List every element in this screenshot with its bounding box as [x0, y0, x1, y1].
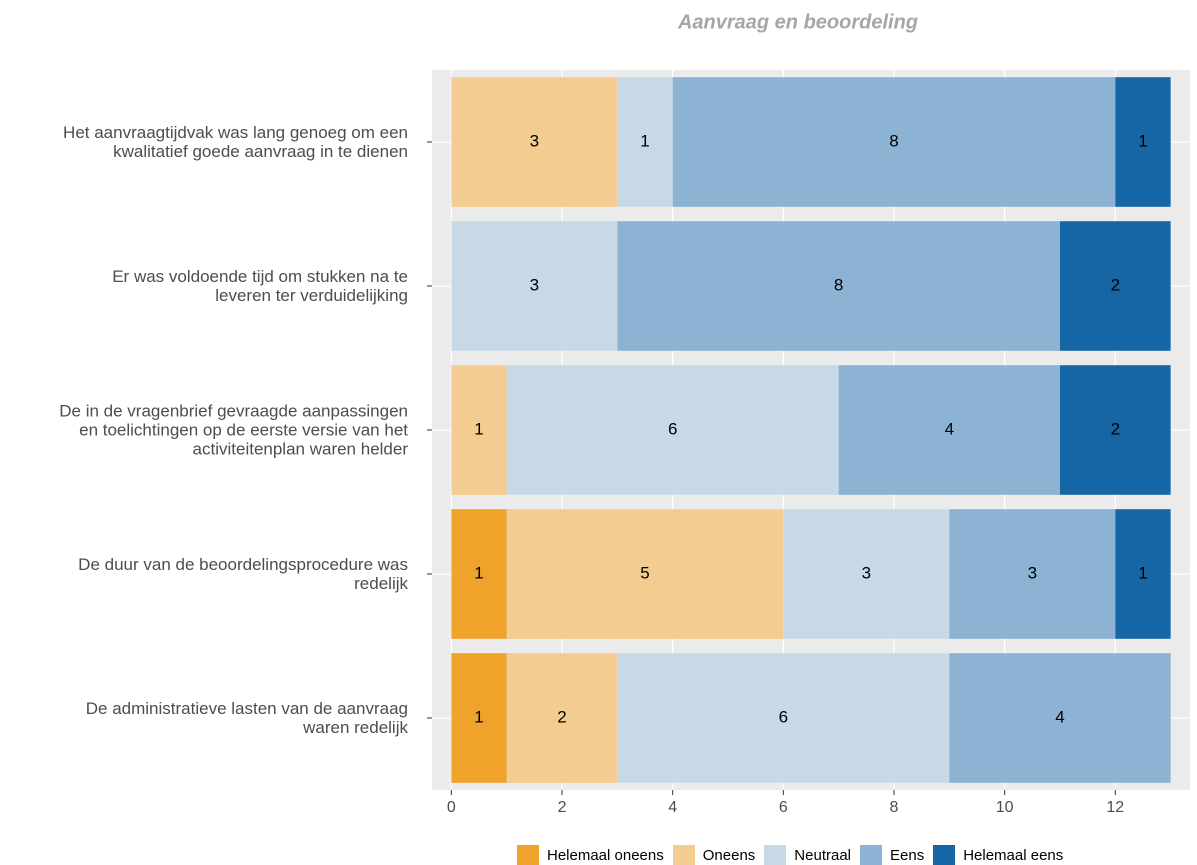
data-label: 1 — [1138, 563, 1147, 582]
bar-segment — [949, 653, 1171, 783]
data-label: 3 — [530, 275, 539, 294]
legend-label: Eens — [890, 846, 925, 864]
bar-segment — [1115, 509, 1171, 639]
legend: Helemaal oneens Oneens Neutraal Eens Helemaa… — [517, 845, 1072, 865]
data-label: 3 — [530, 131, 539, 150]
bar-segment — [949, 509, 1116, 639]
legend-swatch — [860, 845, 882, 865]
x-tick-label: 8 — [890, 799, 899, 816]
data-label: 3 — [1028, 563, 1037, 582]
bar-segment — [617, 77, 673, 207]
bar-segment — [451, 365, 507, 495]
data-label: 1 — [474, 419, 483, 438]
chart-title: Aanvraag en beoordeling — [677, 11, 918, 33]
legend-item: Helemaal oneens — [517, 845, 664, 865]
data-label: 1 — [640, 131, 649, 150]
y-tick-label: Het aanvraagtijdvak was lang genoeg om e… — [63, 123, 408, 161]
bar-segment — [451, 221, 618, 351]
data-label: 6 — [668, 419, 677, 438]
data-label: 4 — [945, 419, 954, 438]
x-tick-label: 4 — [668, 799, 677, 816]
bar-segment — [838, 365, 1060, 495]
bar-segment — [1059, 221, 1171, 351]
data-label: 3 — [862, 563, 871, 582]
legend-label: Helemaal eens — [963, 846, 1064, 864]
legend-item: Oneens — [672, 845, 756, 865]
bar-segment — [451, 509, 507, 639]
bar-segment — [506, 365, 839, 495]
data-label: 8 — [889, 131, 898, 150]
y-tick-label: De duur van de beoordelingsprocedure was… — [78, 555, 408, 593]
data-label: 6 — [779, 707, 788, 726]
y-tick-label: De administratieve lasten van de aanvraa… — [85, 699, 408, 737]
bar-segment — [783, 509, 950, 639]
data-label: 4 — [1055, 707, 1064, 726]
x-tick-label: 12 — [1106, 799, 1124, 816]
data-label: 8 — [834, 275, 843, 294]
legend-item: Neutraal — [764, 845, 851, 865]
bar-segment — [672, 77, 1116, 207]
x-tick-label: 6 — [779, 799, 788, 816]
bar-segment — [451, 77, 618, 207]
bar-segment — [617, 221, 1060, 351]
legend-swatch — [517, 845, 539, 865]
y-tick-label: Er was voldoende tijd om stukken na te l… — [112, 267, 408, 305]
bar-segment — [617, 653, 950, 783]
x-tick-label: 10 — [996, 799, 1014, 816]
legend-swatch — [764, 845, 787, 865]
legend-label: Helemaal oneens — [547, 846, 664, 864]
legend-label: Oneens — [702, 846, 756, 864]
data-label: 5 — [640, 563, 649, 582]
bar-segment — [506, 509, 784, 639]
data-label: 2 — [1111, 275, 1120, 294]
legend-item: Eens — [860, 845, 924, 865]
legend-swatch — [933, 845, 956, 865]
data-label: 1 — [474, 707, 483, 726]
data-label: 1 — [1138, 131, 1147, 150]
legend-item: Helemaal eens — [933, 845, 1063, 865]
x-tick-label: 0 — [447, 799, 456, 816]
data-label: 2 — [1111, 419, 1120, 438]
bar-segment — [1115, 77, 1171, 207]
legend-swatch — [672, 845, 695, 865]
x-tick-label: 2 — [558, 799, 567, 816]
legend-label: Neutraal — [794, 846, 851, 864]
y-tick-label: De in de vragenbrief gevraagde aanpassin… — [59, 401, 408, 459]
data-label: 2 — [557, 707, 566, 726]
bar-segment — [506, 653, 618, 783]
bar-segment — [1059, 365, 1171, 495]
data-label: 1 — [474, 563, 483, 582]
bar-segment — [451, 653, 507, 783]
